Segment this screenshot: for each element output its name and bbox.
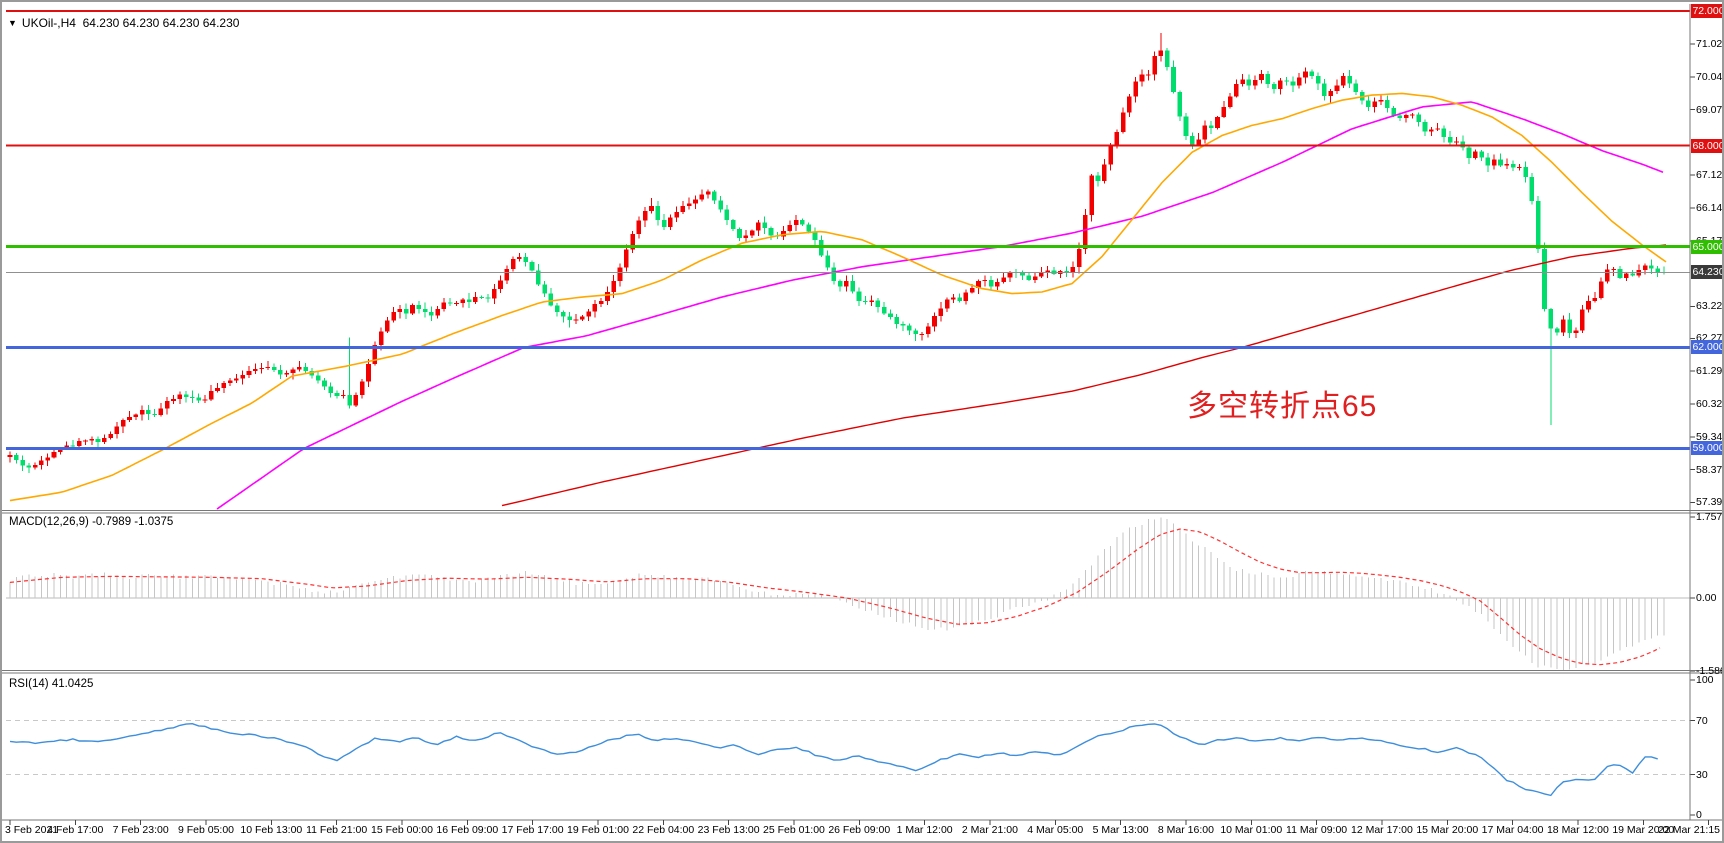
price-badge-64.230: 64.230 <box>1691 265 1724 280</box>
time-tick: 5 Mar 13:00 <box>1092 824 1149 836</box>
price-tick: 63.220 <box>1696 300 1723 313</box>
time-tick: 15 Mar 20:00 <box>1416 824 1479 836</box>
time-tick: 16 Feb 09:00 <box>436 824 499 836</box>
price-tick: 58.370 <box>1696 463 1723 476</box>
price-badge-68.000: 68.000 <box>1691 138 1724 153</box>
price-tick: 57.395 <box>1696 496 1723 509</box>
time-tick: 18 Mar 12:00 <box>1546 824 1609 836</box>
rsi-tick: 30 <box>1696 768 1708 781</box>
price-tick: 61.295 <box>1696 365 1723 378</box>
time-tick: 22 Feb 04:00 <box>632 824 695 836</box>
price-tick: 67.120 <box>1696 169 1723 182</box>
macd-tick: -1.5867 <box>1696 664 1722 677</box>
time-tick: 11 Mar 09:00 <box>1286 824 1348 836</box>
rsi-tick: 70 <box>1696 714 1708 727</box>
rsi-tick: 0 <box>1696 809 1702 821</box>
macd-tick: 0.00 <box>1696 592 1717 604</box>
symbol-dropdown-icon[interactable]: ▼ <box>8 18 17 28</box>
symbol-label: ▼ UKOil-,H4 64.230 64.230 64.230 64.230 <box>8 16 239 30</box>
price-tick: 69.070 <box>1696 103 1723 116</box>
price-tick: 66.145 <box>1696 202 1723 214</box>
price-tick: 71.020 <box>1696 37 1723 50</box>
macd-indicator-label: MACD(12,26,9) -0.7989 -1.0375 <box>9 516 174 528</box>
price-badge-62.000: 62.000 <box>1691 340 1724 355</box>
time-tick: 23 Feb 13:00 <box>697 824 760 836</box>
time-tick: 19 Feb 01:00 <box>567 824 629 836</box>
time-tick: 3 Feb 2021 <box>5 824 59 836</box>
time-tick: 2 Mar 21:00 <box>961 824 1018 836</box>
price-badge-72.000: 72.000 <box>1691 4 1724 18</box>
time-tick: 4 Feb 17:00 <box>47 824 104 836</box>
time-tick: 26 Feb 09:00 <box>828 824 891 836</box>
rsi-tick: 100 <box>1696 674 1714 686</box>
symbol-name: UKOil-,H4 <box>21 16 76 30</box>
price-tick: 59.345 <box>1696 430 1723 443</box>
macd-tick: 1.7579 <box>1696 511 1723 524</box>
time-tick: 12 Mar 17:00 <box>1350 824 1413 836</box>
time-tick: 10 Mar 01:00 <box>1220 824 1283 836</box>
ohlc-values: 64.230 64.230 64.230 64.230 <box>82 16 240 30</box>
price-badge-59.000: 59.000 <box>1691 441 1724 456</box>
time-tick: 4 Mar 05:00 <box>1027 824 1084 836</box>
time-tick: 8 Mar 16:00 <box>1157 824 1214 836</box>
time-tick: 22 Mar 21:15 <box>1658 824 1720 836</box>
time-tick: 7 Feb 23:00 <box>112 824 169 836</box>
price-tick: 70.045 <box>1696 70 1723 83</box>
time-tick: 19 Mar 20:00 <box>1612 824 1675 836</box>
time-tick: 11 Feb 21:00 <box>306 824 368 836</box>
time-tick: 10 Feb 13:00 <box>240 824 303 836</box>
time-tick: 25 Feb 01:00 <box>763 824 825 836</box>
time-tick: 17 Feb 17:00 <box>501 824 564 836</box>
time-tick: 17 Mar 04:00 <box>1481 824 1544 836</box>
price-badge-65.000: 65.000 <box>1691 239 1724 254</box>
time-tick: 1 Mar 12:00 <box>896 824 953 836</box>
price-tick: 60.320 <box>1696 398 1723 410</box>
chart-text-annotation: 多空转折点65 <box>1187 390 1378 423</box>
time-tick: 9 Feb 05:00 <box>177 824 235 836</box>
rsi-indicator-label: RSI(14) 41.0425 <box>9 678 94 690</box>
time-tick: 15 Feb 00:00 <box>371 824 433 836</box>
